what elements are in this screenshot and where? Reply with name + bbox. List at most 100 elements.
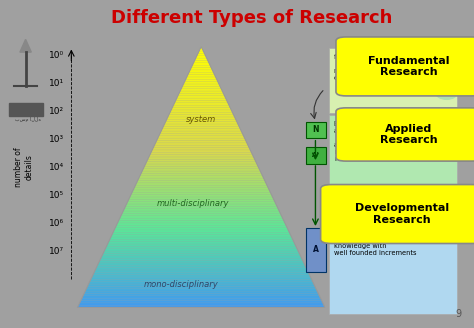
- Polygon shape: [100, 257, 302, 259]
- Polygon shape: [195, 59, 208, 61]
- Polygon shape: [108, 241, 294, 243]
- Polygon shape: [91, 278, 312, 279]
- Polygon shape: [165, 121, 237, 123]
- Polygon shape: [138, 177, 264, 179]
- Polygon shape: [101, 255, 301, 257]
- Polygon shape: [156, 140, 246, 142]
- Polygon shape: [20, 39, 31, 52]
- Polygon shape: [145, 163, 257, 165]
- Polygon shape: [106, 247, 297, 248]
- Polygon shape: [100, 259, 303, 260]
- Text: N: N: [312, 125, 319, 134]
- Polygon shape: [182, 85, 220, 87]
- FancyBboxPatch shape: [336, 37, 474, 96]
- Polygon shape: [102, 254, 300, 255]
- Polygon shape: [160, 132, 242, 133]
- Polygon shape: [95, 269, 308, 271]
- Polygon shape: [199, 50, 204, 52]
- Polygon shape: [197, 53, 205, 55]
- Polygon shape: [130, 195, 272, 196]
- Polygon shape: [85, 290, 318, 292]
- Text: system: system: [186, 115, 216, 124]
- Polygon shape: [77, 306, 325, 307]
- FancyBboxPatch shape: [306, 147, 326, 164]
- Text: بسم الله: بسم الله: [16, 117, 41, 122]
- Polygon shape: [87, 287, 316, 288]
- Polygon shape: [201, 47, 202, 48]
- Polygon shape: [144, 167, 259, 168]
- Polygon shape: [176, 97, 226, 99]
- Polygon shape: [99, 260, 303, 262]
- Text: number of
details: number of details: [14, 147, 34, 187]
- Polygon shape: [127, 201, 275, 203]
- Polygon shape: [91, 276, 311, 278]
- Polygon shape: [79, 302, 323, 304]
- Polygon shape: [185, 80, 218, 81]
- Polygon shape: [150, 153, 252, 154]
- Polygon shape: [186, 76, 216, 78]
- Polygon shape: [149, 154, 253, 156]
- Polygon shape: [143, 168, 260, 170]
- Polygon shape: [153, 148, 250, 149]
- Polygon shape: [109, 238, 293, 240]
- Polygon shape: [140, 174, 262, 175]
- Polygon shape: [157, 139, 246, 140]
- Polygon shape: [124, 208, 279, 210]
- Text: 10¹: 10¹: [49, 79, 64, 88]
- Polygon shape: [128, 200, 274, 201]
- Polygon shape: [133, 189, 270, 191]
- Polygon shape: [93, 273, 309, 275]
- Polygon shape: [173, 106, 230, 108]
- Text: A: A: [312, 245, 319, 255]
- Polygon shape: [117, 222, 285, 224]
- Polygon shape: [92, 275, 310, 276]
- Polygon shape: [168, 114, 234, 116]
- Polygon shape: [159, 133, 243, 135]
- Polygon shape: [104, 250, 299, 252]
- Polygon shape: [132, 191, 271, 193]
- Polygon shape: [196, 55, 206, 57]
- Polygon shape: [177, 95, 225, 97]
- Polygon shape: [137, 180, 265, 182]
- Polygon shape: [180, 90, 223, 92]
- Polygon shape: [157, 137, 245, 139]
- Text: 10⁴: 10⁴: [49, 163, 64, 172]
- Polygon shape: [94, 271, 309, 273]
- Polygon shape: [148, 156, 254, 158]
- Text: mono-disciplinary: mono-disciplinary: [143, 280, 218, 290]
- Polygon shape: [187, 74, 215, 76]
- Polygon shape: [129, 196, 273, 198]
- Polygon shape: [163, 125, 239, 127]
- Polygon shape: [166, 120, 237, 121]
- Polygon shape: [146, 161, 256, 163]
- Polygon shape: [154, 146, 249, 148]
- Polygon shape: [98, 262, 304, 264]
- Polygon shape: [147, 158, 255, 160]
- Polygon shape: [115, 227, 288, 229]
- Polygon shape: [103, 252, 300, 254]
- Polygon shape: [96, 267, 307, 269]
- Polygon shape: [118, 220, 284, 222]
- Text: 10²: 10²: [49, 107, 64, 115]
- Text: A': A': [312, 152, 319, 158]
- Polygon shape: [192, 64, 210, 66]
- Polygon shape: [111, 235, 291, 236]
- Text: 10⁰: 10⁰: [49, 51, 64, 59]
- FancyBboxPatch shape: [306, 122, 326, 138]
- Polygon shape: [191, 66, 211, 68]
- Polygon shape: [185, 78, 217, 80]
- Text: 10⁵: 10⁵: [49, 191, 64, 200]
- Polygon shape: [112, 233, 290, 235]
- Polygon shape: [178, 93, 224, 95]
- Polygon shape: [175, 100, 228, 102]
- Text: 10⁶: 10⁶: [49, 219, 64, 228]
- Polygon shape: [188, 73, 214, 74]
- Polygon shape: [176, 99, 227, 100]
- Circle shape: [435, 84, 458, 99]
- Polygon shape: [106, 245, 296, 247]
- FancyBboxPatch shape: [329, 216, 457, 315]
- Text: Fundamental
Research: Fundamental Research: [368, 56, 449, 77]
- Polygon shape: [87, 285, 315, 287]
- Polygon shape: [135, 184, 267, 186]
- Polygon shape: [189, 71, 214, 73]
